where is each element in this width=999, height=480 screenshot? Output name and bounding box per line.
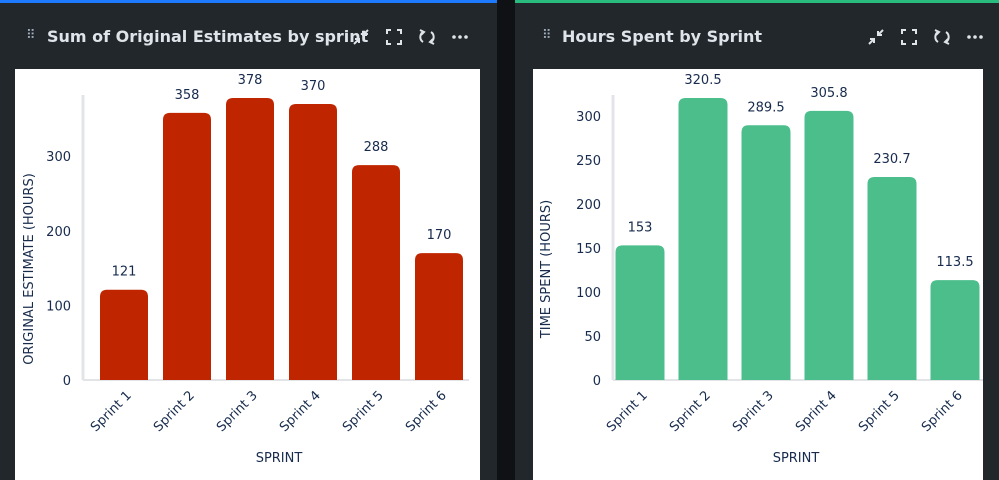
x-tick-label: Sprint 4: [277, 388, 324, 435]
y-tick-label: 150: [576, 242, 601, 257]
panel-title: Sum of Original Estimates by sprint: [47, 27, 369, 46]
more-icon[interactable]: [963, 25, 987, 49]
drag-handle-icon[interactable]: ⠿: [542, 28, 551, 43]
data-label: 358: [175, 88, 200, 103]
refresh-icon[interactable]: [415, 25, 439, 49]
panel-accent-bar: [0, 0, 497, 3]
chart-bar: [352, 165, 400, 380]
x-axis-title: SPRINT: [256, 451, 303, 466]
more-icon[interactable]: [448, 25, 472, 49]
data-label: 370: [301, 79, 326, 94]
fullscreen-icon[interactable]: [897, 25, 921, 49]
data-label: 378: [238, 73, 263, 88]
x-tick-label: Sprint 3: [214, 388, 261, 435]
original-estimates-bar-chart: 0 100 200 300 121 Sprint 1 358 Sprint 2 378 Sprin…: [22, 73, 469, 466]
y-axis-title: ORIGINAL ESTIMATE (HOURS): [22, 173, 37, 365]
x-tick-label: Sprint 5: [340, 388, 387, 435]
chart-bar: [415, 253, 463, 380]
data-label: 230.7: [873, 152, 910, 167]
y-tick-label: 50: [584, 330, 601, 345]
y-axis-title: TIME SPENT (HOURS): [539, 200, 554, 339]
chart-bar: [678, 98, 728, 380]
x-tick-label: Sprint 2: [151, 388, 198, 435]
x-tick-label: Sprint 6: [919, 388, 966, 435]
x-tick-label: Sprint 1: [604, 388, 651, 435]
chart-bar: [741, 125, 791, 381]
y-tick-label: 200: [576, 198, 601, 213]
panel-title: Hours Spent by Sprint: [562, 27, 763, 46]
chart-panel-original-estimates: ⠿ Sum of Original Estimates by sprint 0 1…: [0, 0, 497, 480]
data-label: 305.8: [810, 86, 847, 101]
hours-spent-bar-chart: 0 50 100 150 200 250 300 153 Sprint 1 320.5 Sprint…: [539, 73, 983, 466]
panel-header: ⠿ Hours Spent by Sprint: [515, 3, 999, 69]
data-label: 288: [364, 140, 389, 155]
data-label: 320.5: [684, 73, 721, 88]
data-label: 289.5: [747, 100, 784, 115]
chart-bar: [289, 103, 337, 380]
chart-panel-hours-spent: ⠿ Hours Spent by Sprint 0 50 100 150 200 250 3…: [515, 0, 999, 480]
panel-header: ⠿ Sum of Original Estimates by sprint: [0, 3, 497, 69]
data-label: 121: [112, 265, 137, 280]
data-label: 113.5: [936, 255, 973, 270]
y-tick-label: 100: [46, 299, 71, 314]
panel-toolbar: [340, 25, 472, 49]
x-tick-label: Sprint 5: [856, 388, 903, 435]
x-tick-label: Sprint 3: [730, 388, 777, 435]
x-axis-title: SPRINT: [773, 451, 820, 466]
y-tick-label: 0: [593, 374, 601, 389]
x-tick-label: Sprint 1: [88, 388, 135, 435]
y-tick-label: 300: [576, 110, 601, 125]
x-tick-label: Sprint 6: [403, 388, 450, 435]
panel-toolbar: [855, 25, 987, 49]
x-tick-label: Sprint 4: [793, 388, 840, 435]
fullscreen-icon[interactable]: [382, 25, 406, 49]
y-tick-label: 300: [46, 150, 71, 165]
chart-card: 0 100 200 300 121 Sprint 1 358 Sprint 2 378 Sprin…: [15, 69, 480, 480]
chart-bar: [615, 245, 665, 380]
collapse-icon[interactable]: [864, 25, 888, 49]
chart-bar: [226, 98, 274, 380]
y-tick-label: 250: [576, 154, 601, 169]
chart-bar: [100, 289, 148, 380]
panel-accent-bar: [515, 0, 999, 3]
y-tick-label: 100: [576, 286, 601, 301]
data-label: 153: [628, 220, 653, 235]
drag-handle-icon[interactable]: ⠿: [26, 28, 35, 43]
chart-bar: [867, 177, 917, 380]
y-tick-label: 0: [63, 374, 71, 389]
chart-bar: [930, 280, 980, 380]
refresh-icon[interactable]: [930, 25, 954, 49]
y-tick-label: 200: [46, 225, 71, 240]
chart-bar: [804, 110, 854, 380]
chart-card: 0 50 100 150 200 250 300 153 Sprint 1 320.5 Sprint…: [533, 69, 983, 480]
data-label: 170: [427, 228, 452, 243]
x-tick-label: Sprint 2: [667, 388, 714, 435]
chart-bar: [163, 112, 211, 380]
collapse-icon[interactable]: [349, 25, 373, 49]
